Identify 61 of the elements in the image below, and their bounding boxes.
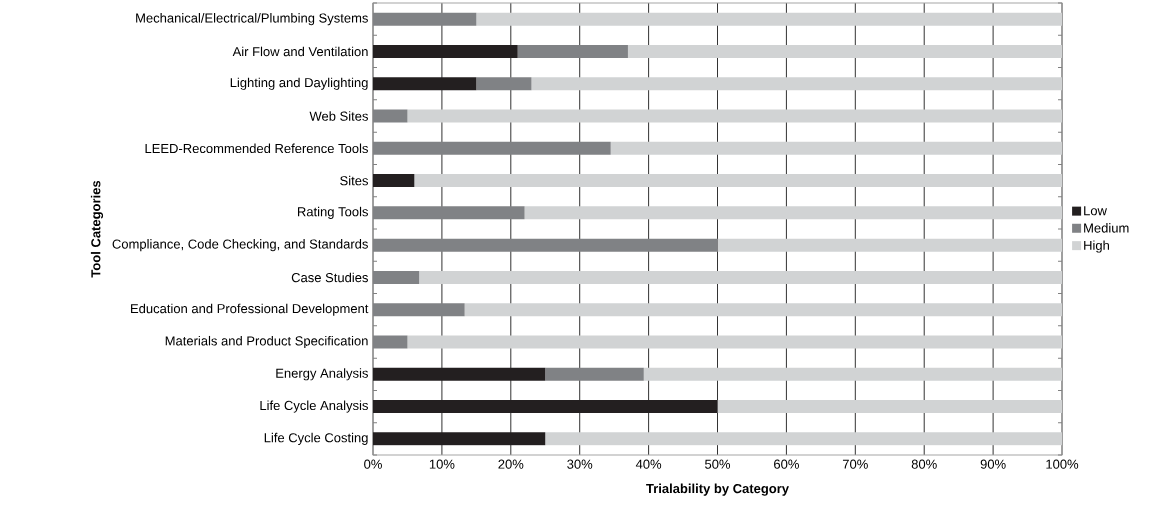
x-axis-title: Trialability by Category — [646, 483, 789, 496]
y-tick-label: LEED-Recommended Reference Tools — [145, 143, 368, 154]
bar — [373, 141, 611, 155]
bar — [414, 174, 1063, 188]
bar — [373, 77, 477, 91]
x-tick-label: 50% — [705, 459, 731, 469]
bar — [610, 141, 1063, 155]
x-tick-label: 60% — [774, 459, 799, 469]
bar — [717, 400, 1063, 414]
bar — [373, 12, 477, 26]
x-tick-label: 40% — [635, 459, 662, 469]
bar — [717, 238, 1063, 252]
x-tick-label: 80% — [911, 459, 937, 469]
y-tick-label: Materials and Product Specification — [165, 335, 368, 349]
y-tick-label: Lighting and Daylighting — [230, 77, 368, 90]
bar — [419, 270, 1063, 284]
y-tick-label: Mechanical/Electrical/Plumbing Systems — [136, 13, 368, 26]
y-tick-label: Air Flow and Ventilation — [232, 46, 368, 57]
bar — [545, 367, 644, 381]
x-tick-label: 30% — [567, 459, 593, 469]
y-axis-title: Tool Categories — [90, 180, 104, 278]
bar — [373, 303, 465, 317]
y-tick-label: Compliance, Code Checking, and Standards — [112, 239, 368, 252]
bar — [476, 12, 1063, 26]
y-tick-label: Life Cycle Analysis — [260, 400, 368, 413]
bar — [524, 206, 1063, 220]
bar — [407, 109, 1063, 123]
bar — [464, 303, 1063, 317]
bar — [373, 400, 718, 414]
bar — [517, 44, 628, 58]
bar — [373, 432, 546, 446]
y-tick-label: Education and Professional Development — [131, 303, 369, 316]
legend-label: Medium — [1084, 223, 1129, 233]
x-tick-label: 90% — [980, 459, 1006, 469]
y-tick-label: Case Studies — [291, 272, 368, 283]
bar — [373, 44, 518, 58]
bar — [407, 335, 1063, 349]
bar — [373, 238, 718, 252]
bar — [373, 174, 415, 188]
bar — [627, 44, 1063, 58]
y-tick-label: Rating Tools — [298, 206, 368, 219]
legend-label: High — [1084, 240, 1109, 253]
bar — [373, 109, 408, 123]
y-tick-label: Energy Analysis — [276, 368, 368, 381]
x-tick-label: 20% — [498, 459, 524, 469]
bar — [476, 77, 532, 91]
bar — [531, 77, 1063, 91]
x-tick-label: 0% — [364, 459, 382, 469]
bar — [373, 206, 525, 220]
bar — [545, 432, 1063, 446]
y-tick-label: Life Cycle Costing — [264, 432, 368, 445]
bar — [643, 367, 1063, 381]
x-tick-label: 100% — [1046, 459, 1079, 469]
bar — [373, 335, 408, 349]
x-tick-label: 70% — [842, 459, 868, 469]
y-tick-label: Sites — [340, 175, 369, 186]
bar — [373, 270, 420, 284]
x-tick-label: 10% — [429, 459, 455, 469]
y-tick-label: Web Sites — [309, 111, 368, 121]
bar — [373, 367, 546, 381]
legend-label: Low — [1084, 206, 1107, 216]
